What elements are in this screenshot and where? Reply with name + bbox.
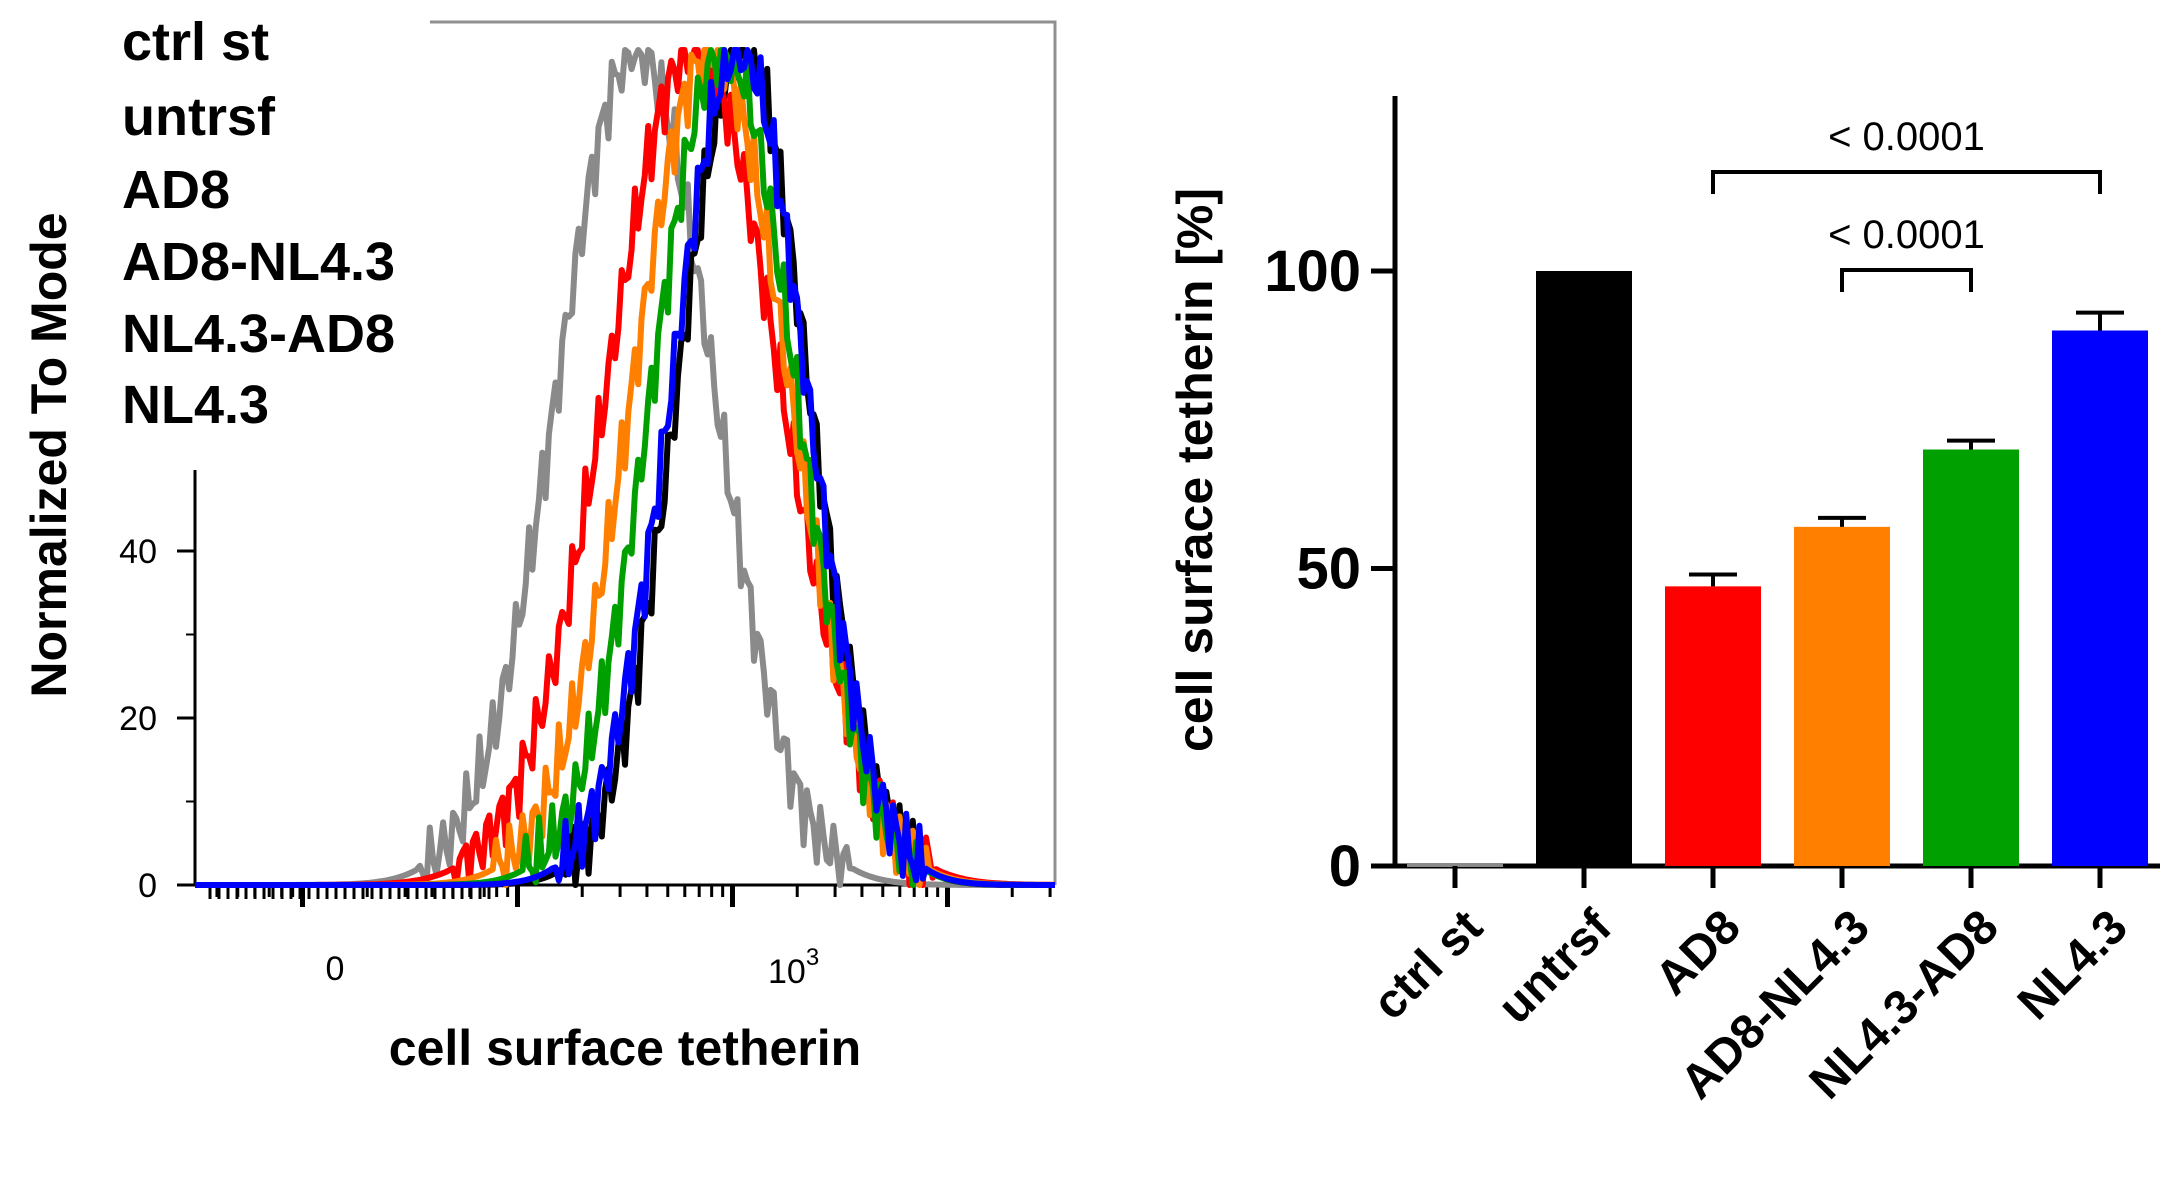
histogram-x-axis-title: cell surface tetherin	[389, 1020, 861, 1076]
legend-label-untrsf: untrsf	[122, 87, 275, 147]
bar-untrsf	[1536, 271, 1632, 866]
histogram-y-tick-label: 40	[119, 533, 157, 571]
significance-label: < 0.0001	[1828, 115, 1985, 159]
bar-chart-y-axis-title: cell surface tetherin [%]	[1167, 188, 1223, 752]
legend-label-ad8: AD8	[122, 160, 231, 220]
bar-chart-y-tick-label: 100	[1264, 239, 1361, 304]
bar-nl4-3	[2052, 330, 2148, 866]
category-label-ad8: AD8	[1645, 900, 1750, 1005]
histogram-frame	[430, 20, 1057, 885]
significance-bracket	[1840, 268, 1973, 292]
category-label-nl4-3: NL4.3	[2008, 900, 2138, 1030]
histogram-y-axis-title: Normalized To Mode	[21, 212, 77, 697]
legend-label-nl43-ad8: NL4.3-AD8	[122, 304, 396, 364]
significance-bracket	[1711, 170, 2102, 194]
bar-nl4-3-ad8	[1923, 449, 2019, 866]
tick-label-exponent: 3	[806, 944, 819, 971]
category-label-ctrl-st: ctrl st	[1363, 900, 1493, 1030]
bar-ad8-nl4-3	[1794, 526, 1890, 866]
histogram-x-tick-label-zero: 0	[326, 950, 345, 988]
bar-chart-y-tick-label: 50	[1296, 537, 1361, 602]
legend-label-ctrl-st: ctrl st	[122, 12, 270, 72]
legend-label-ad8-nl43: AD8-NL4.3	[122, 232, 396, 292]
significance-label: < 0.0001	[1828, 213, 1985, 257]
histogram-y-tick-label: 20	[119, 700, 157, 738]
histogram-panel: 0 20 40 0 103 cell surface tetherin Normalized…	[21, 20, 1057, 1076]
histogram-x-tick-label-thousand: 103	[768, 944, 819, 991]
bar-ad8	[1665, 586, 1761, 866]
legend-label-nl43: NL4.3	[122, 375, 270, 435]
bar-chart-y-tick-label: 0	[1329, 834, 1361, 899]
bar-chart-panel: 0 50 100 cell surface tetherin [%] ctrl stun…	[1167, 96, 2160, 1109]
histogram-series-nl4-3	[195, 47, 1055, 888]
histogram-y-tick-label: 0	[138, 867, 157, 905]
category-label-untrsf: untrsf	[1488, 900, 1622, 1034]
tick-label-base: 10	[768, 953, 806, 991]
